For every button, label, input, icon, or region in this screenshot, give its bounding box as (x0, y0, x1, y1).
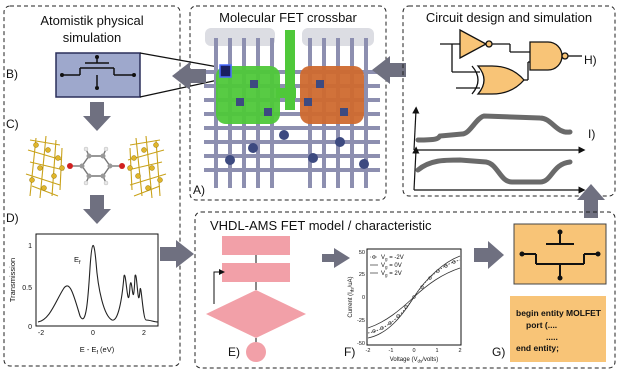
crossbar-title: Molecular FET crossbar (219, 10, 357, 25)
atomistic-title-line2: simulation (63, 30, 122, 45)
label-f: F) (344, 345, 355, 359)
label-a: A) (193, 183, 205, 197)
transmission-xtick-3: 2 (142, 330, 146, 337)
label-c: C) (6, 117, 19, 131)
iv-ytick-4: -25 (357, 318, 365, 324)
zoom-line-top (139, 52, 219, 68)
arrow-up-g-to-circuit (577, 184, 605, 218)
vhdl-code-line4: end entity; (516, 343, 559, 353)
crossbar-array (204, 28, 380, 188)
label-b: B) (6, 67, 18, 81)
waveform-plots (412, 106, 586, 194)
arrow-down-c-to-d (83, 195, 111, 224)
vhdl-title: VHDL-AMS FET model / characteristic (210, 218, 432, 233)
vhdl-code-line3: ..... (546, 332, 558, 342)
iv-ytick-1: 50 (359, 250, 365, 256)
iv-legend: Vg = -2V Vg = 0V Vg = 2V (370, 255, 404, 278)
label-d: D) (6, 211, 19, 225)
transmission-xlabel: E - Ef (eV) (80, 345, 115, 356)
circuit-panel-border (402, 5, 616, 197)
molecule-electrodes-image (25, 135, 167, 199)
crossbar-panel-border (189, 5, 387, 201)
iv-legend-2: Vg = 0V (381, 263, 402, 270)
transmission-xtick-1: -2 (38, 330, 44, 337)
iv-ylabel: Current (Ids/uA) (348, 276, 355, 317)
transmission-ylabel: Transmission (8, 258, 17, 302)
iv-ytick-3: 0 (362, 295, 365, 301)
transmission-plot: Transmission 1 0.5 0 -2 0 2 E - Ef (eV) … (8, 233, 159, 356)
iv-xlabel: Voltage (Vds/volts) (390, 357, 438, 364)
transmission-ytick-1: 1 (28, 243, 32, 250)
arrow-left-circuit-to-crossbar (372, 56, 406, 84)
fet-model-symbol (513, 223, 607, 285)
vhdl-code-line2: port (.... (526, 320, 557, 330)
vhdl-code-box: begin entity MOLFET port (.... ..... end… (510, 296, 606, 362)
ef-label: Ef (74, 255, 81, 266)
iv-xtick-5: 2 (458, 348, 461, 354)
iv-xtick-1: -2 (366, 348, 371, 354)
label-h: H) (584, 53, 597, 67)
molecular-device-box (55, 52, 141, 98)
iv-xtick-2: -1 (389, 348, 394, 354)
logic-gate-schematic (440, 28, 582, 95)
atomistic-panel-border (3, 5, 181, 367)
label-g: G) (492, 345, 505, 359)
arrow-right-e-to-f (322, 248, 350, 268)
label-i: I) (588, 127, 595, 141)
transmission-xtick-2: 0 (91, 330, 95, 337)
vhdl-code-line1: begin entity MOLFET (516, 308, 602, 318)
arrow-down-b-to-c (83, 102, 111, 131)
iv-ytick-2: 25 (359, 272, 365, 278)
label-e: E) (228, 345, 240, 359)
arrow-right-f-to-g (474, 241, 504, 269)
vhdl-panel-border (194, 211, 616, 369)
iv-legend-3: Vg = 2V (381, 271, 402, 278)
iv-xtick-4: 1 (435, 348, 438, 354)
iv-characteristic-plot: Current (Ids/uA) 50 25 0 -25 -50 -2 -1 0… (348, 248, 462, 364)
transmission-ytick-3: 0 (28, 324, 32, 331)
iv-xtick-3: 0 (412, 348, 415, 354)
zoom-line-bottom (139, 79, 219, 98)
transmission-ytick-2: 0.5 (22, 285, 32, 292)
arrow-right-d-to-e (160, 240, 194, 268)
atomistic-title-line1: Atomistik physical (40, 13, 143, 28)
iv-ytick-5: -50 (357, 341, 365, 347)
flowchart (206, 236, 306, 362)
iv-curve-vg-2 (367, 255, 461, 339)
circuit-title: Circuit design and simulation (426, 10, 592, 25)
arrow-left-crossbar-to-b (172, 62, 206, 90)
transmission-curve (37, 244, 159, 323)
crossbar-selected-node (219, 64, 232, 78)
iv-legend-1: Vg = -2V (381, 255, 404, 262)
